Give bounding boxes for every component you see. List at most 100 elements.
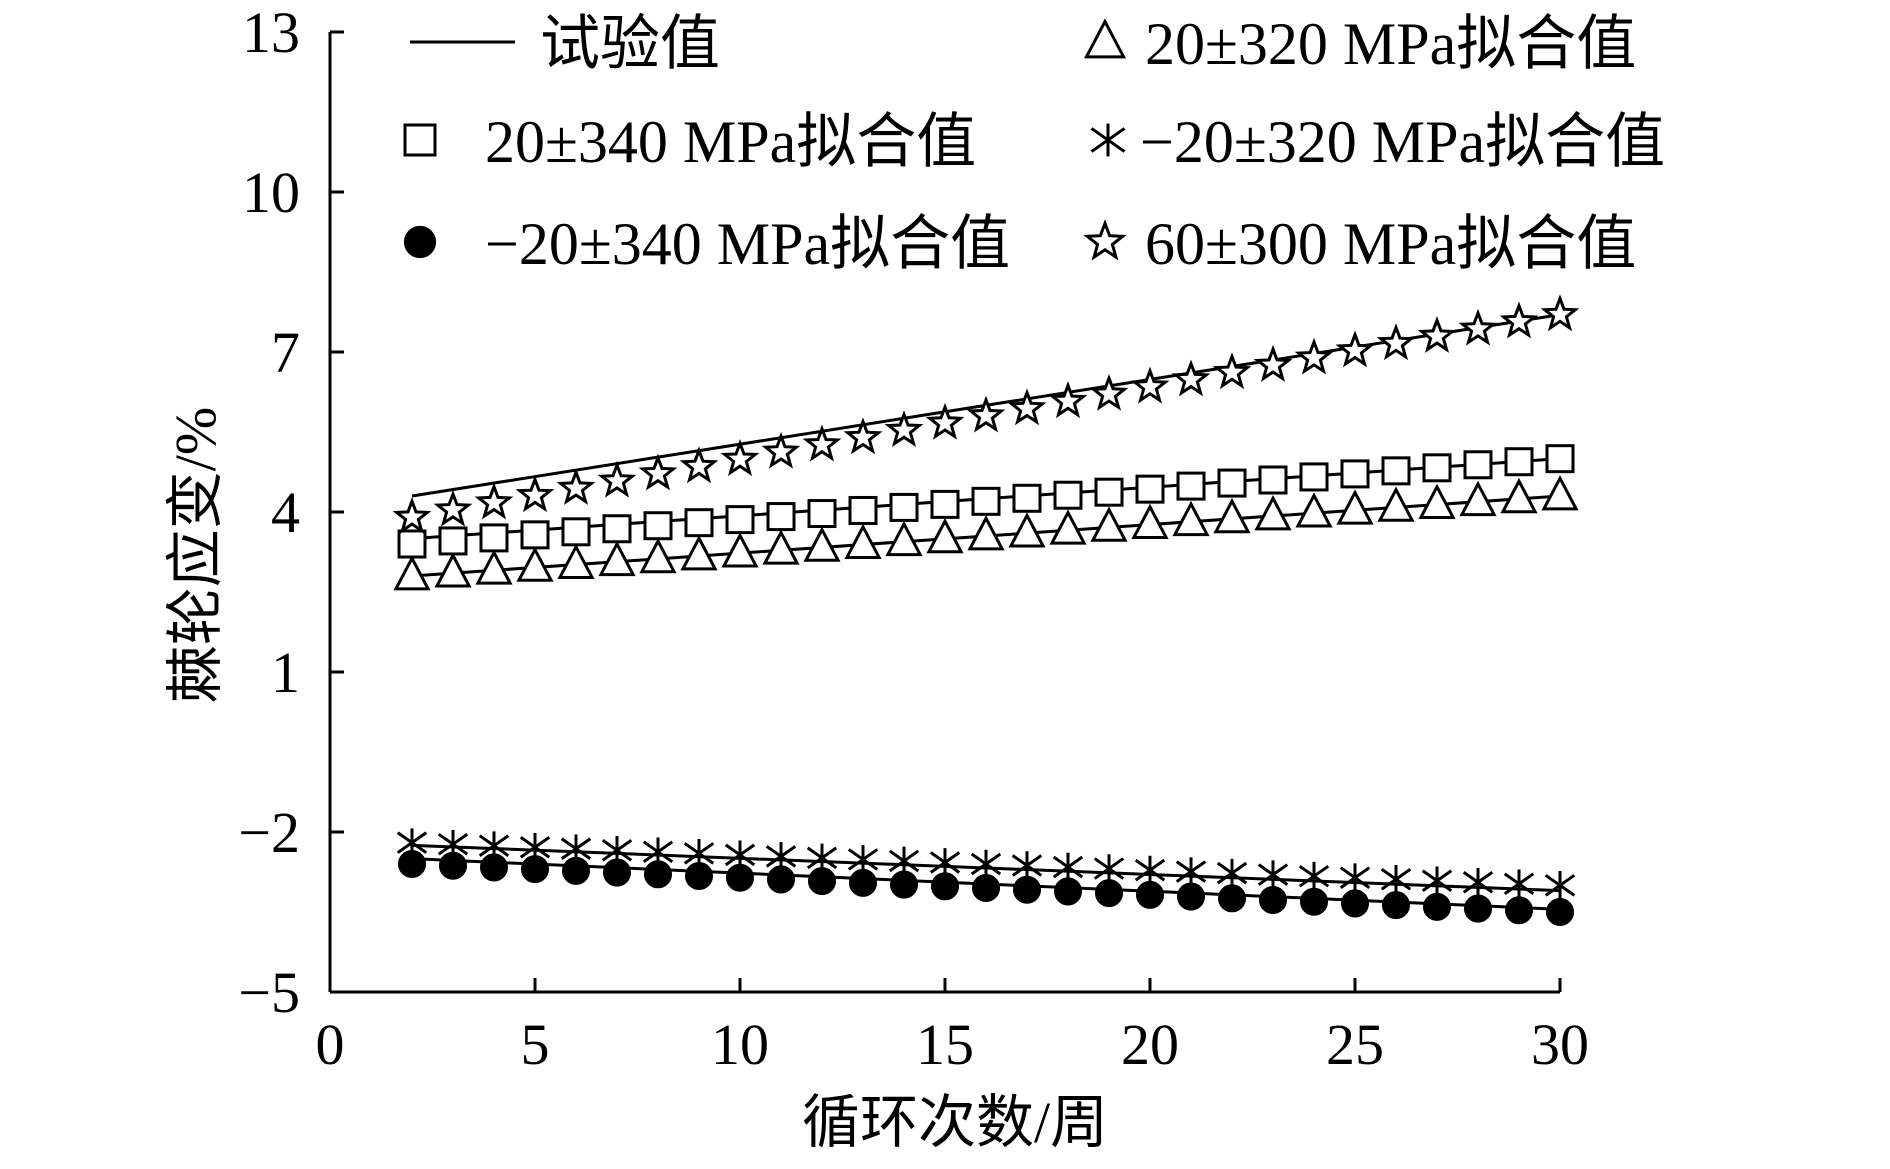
data-point-triangle — [885, 520, 923, 557]
data-point-star — [1499, 301, 1539, 339]
data-point-circle — [766, 865, 796, 894]
data-point-star — [556, 468, 596, 505]
data-point-triangle — [1377, 486, 1415, 522]
data-point-asterisk — [1093, 854, 1125, 883]
data-point-asterisk — [1011, 851, 1043, 880]
data-point-triangle — [1254, 495, 1292, 531]
y-tick-label: 13 — [242, 0, 300, 65]
data-point-square — [848, 495, 878, 525]
data-point-star — [1540, 294, 1580, 332]
data-point-asterisk — [970, 849, 1002, 879]
legend-label: 60±300 MPa拟合值 — [1145, 211, 1636, 277]
data-point-star — [802, 424, 842, 462]
data-point-circle — [479, 853, 509, 882]
y-tick-label: 4 — [271, 480, 300, 545]
data-point-square — [725, 505, 755, 535]
data-point-circle — [397, 849, 427, 879]
data-point-circle — [602, 858, 632, 887]
data-point-square — [403, 123, 437, 157]
y-axis-title: 棘轮应变/% — [163, 407, 228, 703]
data-point-circle — [561, 856, 591, 885]
y-tick-label: −5 — [238, 960, 300, 1025]
data-point-triangle — [1131, 503, 1169, 539]
data-point-circle — [1422, 892, 1452, 921]
data-point-triangle — [721, 532, 759, 568]
data-point-star — [720, 439, 760, 476]
data-point-square — [397, 529, 427, 559]
data-point-star — [1089, 373, 1129, 411]
data-point-square — [1012, 483, 1042, 513]
data-point-square — [1504, 447, 1534, 477]
data-point-asterisk — [1257, 860, 1289, 889]
data-point-square — [1053, 480, 1083, 510]
data-point-circle — [930, 872, 960, 901]
x-tick-label: 10 — [711, 1012, 769, 1077]
data-point-triangle — [1418, 483, 1456, 519]
data-point-square — [643, 511, 673, 541]
data-point-star — [1083, 219, 1127, 261]
data-point-triangle — [1172, 500, 1210, 537]
data-point-circle — [1504, 896, 1534, 925]
y-tick-label: 7 — [271, 320, 300, 385]
data-point-star — [638, 453, 678, 491]
legend-label: −20±320 MPa拟合值 — [1140, 109, 1665, 175]
data-point-triangle — [1090, 506, 1128, 542]
data-point-circle — [643, 860, 673, 889]
x-tick-label: 25 — [1326, 1012, 1384, 1077]
data-point-square — [889, 492, 919, 522]
data-point-square — [1340, 459, 1370, 489]
data-point-circle — [1176, 882, 1206, 911]
data-point-star — [925, 402, 965, 440]
data-point-square — [520, 520, 550, 550]
data-point-asterisk — [888, 846, 920, 876]
data-point-circle — [684, 861, 714, 891]
data-point-triangle — [516, 546, 554, 582]
legend-label: 20±320 MPa拟合值 — [1145, 11, 1636, 77]
data-point-star — [474, 482, 514, 520]
data-point-triangle — [762, 529, 800, 565]
data-point-square — [807, 499, 837, 529]
data-point-asterisk — [1052, 852, 1084, 882]
data-point-square — [1545, 444, 1575, 474]
data-point-asterisk — [1175, 857, 1207, 886]
data-point-square — [1258, 465, 1288, 495]
data-point-circle — [1258, 885, 1288, 915]
data-point-square — [561, 517, 591, 547]
data-point-circle — [438, 851, 468, 880]
data-point-star — [966, 395, 1006, 433]
data-point-triangle — [1336, 489, 1374, 525]
data-point-circle — [971, 873, 1001, 903]
data-point-asterisk — [1421, 866, 1453, 896]
data-point-star — [884, 410, 924, 447]
data-point-circle — [725, 863, 755, 892]
data-point-star — [1048, 381, 1088, 419]
data-point-square — [766, 502, 796, 532]
x-tick-label: 15 — [916, 1012, 974, 1077]
x-tick-label: 30 — [1531, 1012, 1589, 1077]
data-point-square — [1135, 474, 1165, 504]
data-point-star — [1294, 337, 1334, 375]
data-point-triangle — [557, 543, 595, 579]
legend-label: 20±340 MPa拟合值 — [485, 109, 976, 175]
data-point-triangle — [1541, 475, 1579, 511]
data-point-asterisk — [1134, 855, 1166, 885]
data-point-triangle — [1008, 512, 1046, 548]
legend-label: 试验值 — [540, 11, 720, 77]
data-point-triangle — [803, 526, 841, 562]
data-point-asterisk — [1380, 864, 1412, 894]
data-point-star — [761, 431, 801, 469]
data-point-square — [1463, 450, 1493, 480]
x-tick-label: 20 — [1121, 1012, 1179, 1077]
data-point-square — [1094, 477, 1124, 507]
data-point-circle — [807, 867, 837, 896]
data-point-asterisk — [1216, 858, 1248, 888]
data-point-triangle — [1500, 477, 1538, 514]
data-point-asterisk — [1298, 861, 1330, 891]
data-point-star — [597, 460, 637, 498]
data-point-triangle — [1459, 480, 1497, 517]
data-point-triangle — [434, 552, 472, 588]
data-point-asterisk — [1339, 863, 1371, 893]
data-point-triangle — [844, 523, 882, 559]
